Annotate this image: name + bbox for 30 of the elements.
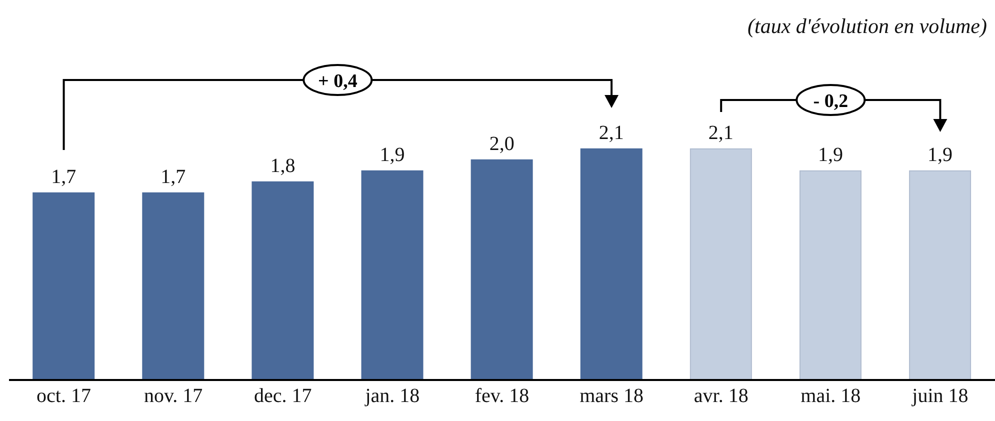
x-tick-label: mars 18: [580, 385, 644, 408]
x-tick-label: oct. 17: [36, 385, 91, 408]
data-label: 1,9: [818, 144, 843, 166]
bar: [690, 148, 752, 380]
chart-subtitle: (taux d'évolution en volume): [748, 14, 987, 39]
data-label: 1,8: [270, 154, 296, 177]
data-label: 2,1: [598, 122, 624, 144]
x-tick-label: avr. 18: [694, 385, 748, 408]
x-tick-label: mai. 18: [800, 385, 861, 408]
bar: [361, 170, 424, 380]
x-tick-label: jan. 18: [364, 385, 420, 408]
x-tick-label: juin 18: [911, 385, 968, 408]
data-label: 1,7: [160, 166, 186, 188]
bar: [142, 192, 204, 380]
data-label: 1,7: [51, 166, 76, 188]
x-tick-label: dec. 17: [254, 385, 312, 408]
data-label: 1,9: [928, 144, 953, 166]
x-tick-label: fev. 18: [474, 385, 530, 408]
data-label: 2,0: [489, 132, 514, 155]
data-label: 2,1: [708, 122, 734, 144]
x-tick-label: nov. 17: [144, 385, 203, 408]
bar: [909, 170, 972, 380]
data-label: 1,9: [380, 144, 405, 166]
text: + 0,4: [318, 71, 358, 92]
text: - 0,2: [813, 91, 848, 112]
bar: [580, 148, 642, 380]
bar: [32, 192, 95, 380]
bar: [799, 170, 862, 380]
bar: [470, 159, 533, 380]
bar: [252, 181, 314, 380]
